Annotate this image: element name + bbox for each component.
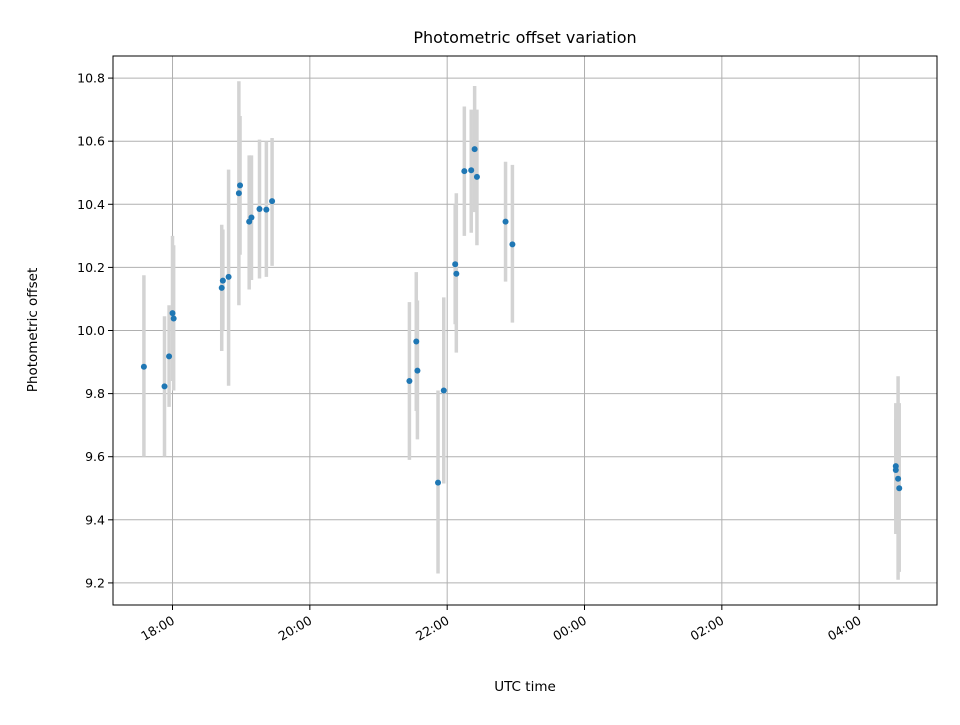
data-point (453, 270, 460, 277)
data-point (892, 466, 899, 473)
data-point (509, 241, 516, 248)
y-tick-label: 9.6 (85, 449, 105, 464)
data-point (440, 387, 447, 394)
data-point (435, 479, 442, 486)
y-tick-label: 9.2 (85, 575, 105, 590)
data-point (471, 146, 478, 153)
y-axis: 9.2 9.4 9.6 9.8 10.0 10.2 10.4 10.6 10.8 (77, 71, 113, 590)
data-point (461, 168, 468, 175)
y-tick-label: 10.0 (77, 323, 105, 338)
data-point (895, 475, 902, 482)
data-point (256, 206, 263, 213)
y-tick-label: 9.4 (85, 512, 105, 527)
data-point (225, 273, 232, 280)
y-tick-label: 10.6 (77, 134, 105, 149)
data-point (413, 338, 420, 345)
y-tick-label: 10.4 (77, 197, 105, 212)
data-point (896, 485, 903, 492)
y-tick-label: 10.2 (77, 260, 105, 275)
y-tick-label: 10.8 (77, 71, 105, 86)
data-point (166, 353, 173, 360)
x-axis-label: UTC time (494, 679, 556, 695)
data-point (248, 214, 255, 221)
data-point (170, 315, 177, 322)
data-point (468, 167, 475, 174)
data-point (263, 206, 270, 213)
data-point (406, 377, 413, 384)
data-point (169, 310, 176, 317)
data-point (452, 261, 459, 268)
data-point (218, 284, 225, 291)
data-point (502, 218, 509, 225)
data-point (473, 173, 480, 180)
y-tick-label: 9.8 (85, 386, 105, 401)
y-axis-label: Photometric offset (25, 268, 41, 392)
data-point (219, 277, 226, 284)
data-point (414, 367, 421, 374)
chart-title: Photometric offset variation (413, 28, 636, 47)
data-point (237, 182, 244, 189)
data-point (235, 190, 242, 197)
point-layer (140, 146, 903, 492)
data-point (161, 383, 168, 390)
data-point (140, 363, 147, 370)
data-point (269, 198, 276, 205)
